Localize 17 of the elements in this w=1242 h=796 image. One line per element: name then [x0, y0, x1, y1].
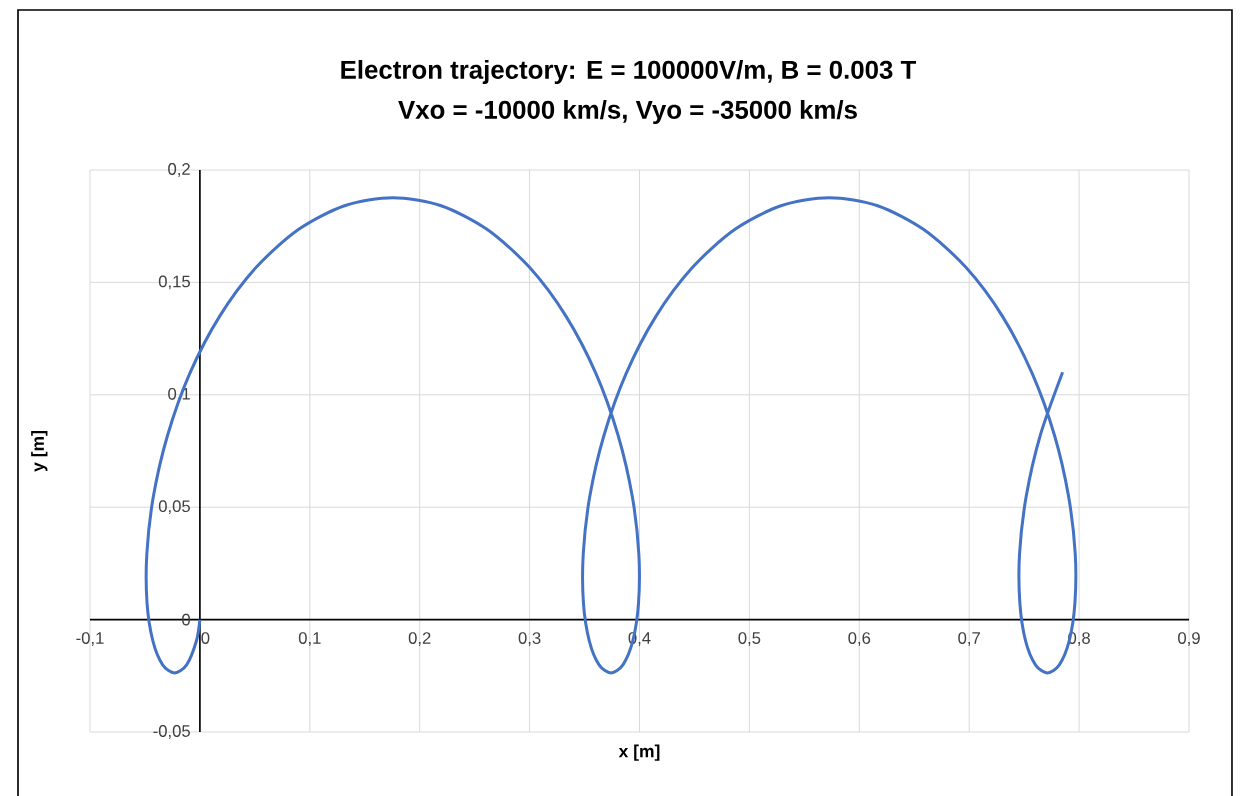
y-tick-label: -0,05	[153, 725, 190, 739]
x-tick-label: -0,1	[76, 632, 104, 646]
x-tick-label: 0	[201, 632, 210, 644]
x-tick-label: 0,1	[298, 632, 321, 646]
x-tick-label: 0,9	[1178, 632, 1200, 646]
x-tick-label: 0,3	[518, 632, 541, 646]
y-tick-label: 0,2	[168, 163, 190, 177]
y-axis-title: y [m]	[31, 431, 48, 472]
chart-subtitle: Vxo = -10000 km/s, Vyo = -35000 km/s	[398, 99, 857, 125]
x-tick-label: 0,6	[848, 632, 871, 646]
x-axis-title: x [m]	[618, 744, 660, 761]
x-tick-label: 0,2	[408, 632, 431, 646]
y-tick-label: 0,15	[158, 275, 190, 290]
chart-title: Electron trajectory: E = 100000V/m, B = 0.003 T	[341, 59, 917, 85]
x-tick-label: 0,5	[738, 632, 761, 646]
x-tick-label: 0,7	[958, 632, 980, 646]
y-tick-label: 0,05	[158, 500, 190, 515]
